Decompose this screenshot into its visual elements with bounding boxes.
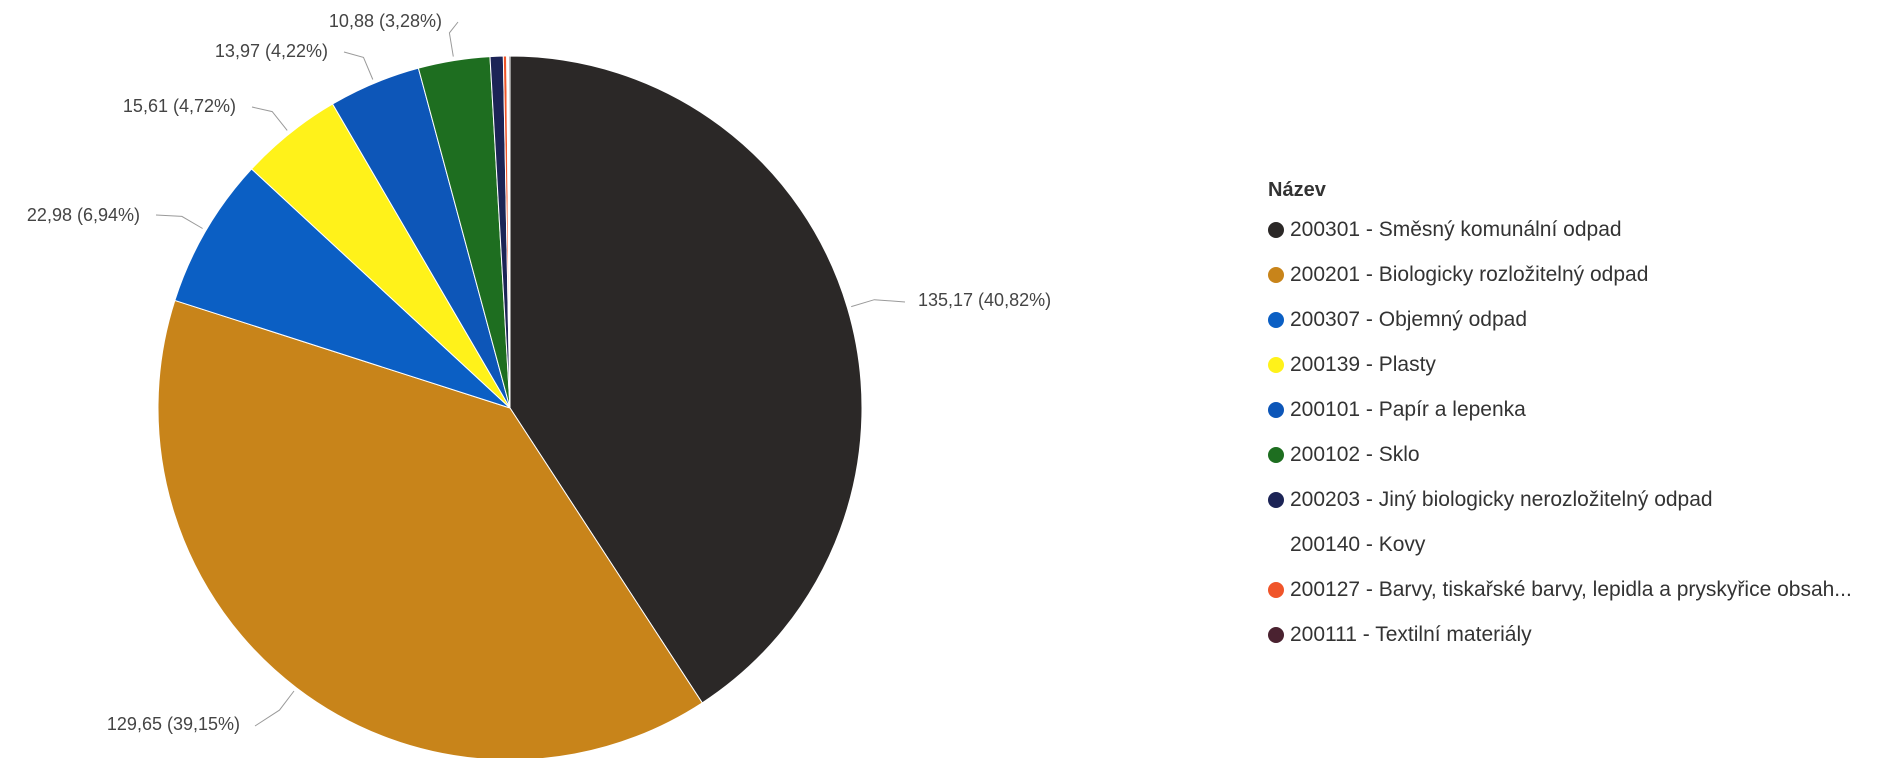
legend-label: 200201 - Biologicky rozložitelný odpad xyxy=(1290,263,1649,286)
leader-line xyxy=(343,51,374,80)
pie-slice xyxy=(509,55,863,704)
legend-label: 200301 - Směsný komunální odpad xyxy=(1290,218,1622,241)
legend-item: 200307 - Objemný odpad xyxy=(1268,297,1852,342)
leader-line xyxy=(851,299,906,308)
data-label: 129,65 (39,15%) xyxy=(107,714,240,734)
legend-item: 200127 - Barvy, tiskařské barvy, lepidla… xyxy=(1268,567,1852,612)
legend-item: 200111 - Textilní materiály xyxy=(1268,612,1852,657)
legend: Název 200301 - Směsný komunální odpad 200… xyxy=(1268,173,1852,657)
legend-label: 200101 - Papír a lepenka xyxy=(1290,398,1526,421)
legend-item: 200101 - Papír a lepenka xyxy=(1268,387,1852,432)
legend-label: 200139 - Plasty xyxy=(1290,353,1436,376)
legend-swatch xyxy=(1268,491,1284,508)
legend-swatch xyxy=(1268,221,1284,238)
legend-label: 200140 - Kovy xyxy=(1290,533,1426,556)
data-label: 22,98 (6,94%) xyxy=(27,205,140,225)
legend-swatch xyxy=(1268,446,1284,463)
legend-label: 200102 - Sklo xyxy=(1290,443,1420,466)
legend-item: 200102 - Sklo xyxy=(1268,432,1852,477)
data-label: 10,88 (3,28%) xyxy=(329,11,442,31)
legend-item: 200139 - Plasty xyxy=(1268,342,1852,387)
legend-label: 200307 - Objemný odpad xyxy=(1290,308,1527,331)
legend-swatch xyxy=(1268,356,1284,373)
legend-swatch xyxy=(1268,626,1284,643)
leader-line xyxy=(155,214,203,229)
legend-item: 200201 - Biologicky rozložitelný odpad xyxy=(1268,252,1852,297)
data-label: 15,61 (4,72%) xyxy=(123,96,236,116)
legend-swatch xyxy=(1268,311,1284,328)
pie-slice xyxy=(174,168,511,409)
legend-swatch xyxy=(1268,536,1284,553)
pie-slice xyxy=(157,299,703,758)
legend-label: 200111 - Textilní materiály xyxy=(1290,623,1532,646)
legend-item: 200203 - Jiný biologicky nerozložitelný … xyxy=(1268,477,1852,522)
legend-swatch xyxy=(1268,401,1284,418)
legend-item: 200140 - Kovy xyxy=(1268,522,1852,567)
leader-line xyxy=(448,21,459,57)
data-label: 135,17 (40,82%) xyxy=(918,290,1051,310)
legend-item: 200301 - Směsný komunální odpad xyxy=(1268,207,1852,252)
leader-line xyxy=(254,690,295,727)
leader-line xyxy=(251,106,288,131)
pie-slice xyxy=(508,55,511,409)
data-label: 13,97 (4,22%) xyxy=(215,41,328,61)
legend-swatch xyxy=(1268,581,1284,598)
legend-swatch xyxy=(1268,266,1284,283)
legend-label: 200203 - Jiný biologicky nerozložitelný … xyxy=(1290,488,1713,511)
legend-title: Název xyxy=(1268,179,1326,201)
legend-label: 200127 - Barvy, tiskařské barvy, lepidla… xyxy=(1290,578,1852,601)
